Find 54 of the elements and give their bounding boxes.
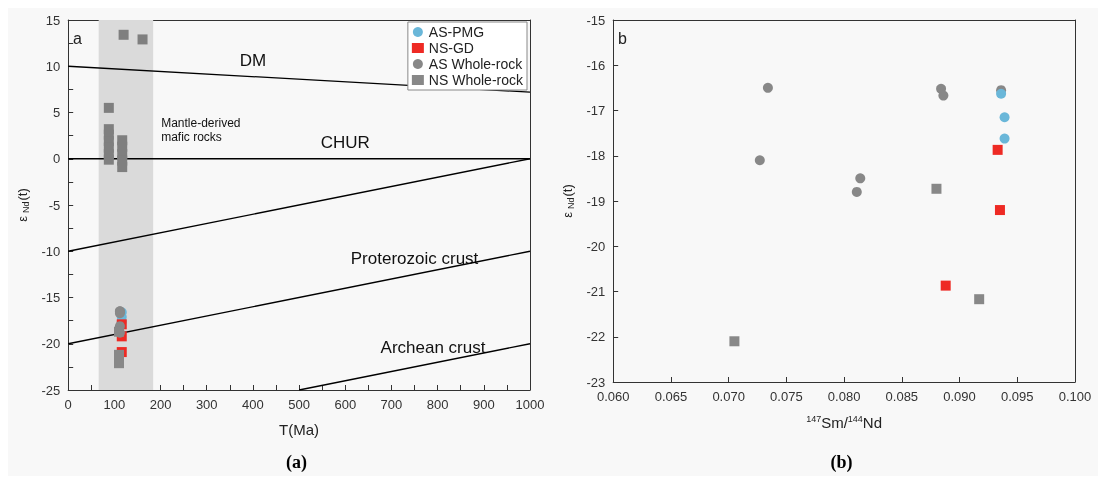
x-tick-label: 0.085 — [885, 389, 919, 404]
y-tick-label: -19 — [586, 193, 606, 209]
annotation: b — [618, 29, 627, 47]
series-label: Archean crust — [380, 337, 486, 357]
x-tick-label: 500 — [288, 397, 310, 412]
x-tick-label: 0.060 — [596, 389, 630, 404]
x-tick-label: 600 — [334, 397, 357, 412]
series-label: DM — [239, 51, 267, 71]
x-tick-label: 400 — [242, 397, 264, 412]
y-tick-label: -20 — [586, 238, 606, 254]
y-tick-label: -22 — [586, 329, 606, 345]
x-tick-label: 0.100 — [1058, 389, 1092, 404]
y-tick-label: -15 — [41, 290, 61, 305]
y-tick-label: -18 — [586, 148, 606, 164]
x-tick-label: 0.075 — [770, 389, 803, 404]
x-tick-label: 100 — [103, 397, 126, 412]
y-tick-label: -15 — [586, 12, 606, 28]
band-label: Mantle-derived mafic rocks — [161, 116, 241, 145]
y-tick-label: -17 — [586, 103, 606, 118]
y-tick-label: -5 — [48, 197, 61, 213]
legend-label: NS Whole-rock — [428, 72, 524, 88]
y-axis-title: εNd(t) — [15, 188, 31, 222]
x-axis-title: T(Ma) — [279, 421, 320, 438]
y-tick-label: 15 — [45, 12, 61, 28]
x-tick-label: 0.095 — [1001, 389, 1034, 404]
y-tick-label: -21 — [586, 284, 606, 299]
x-tick-label: 0.070 — [712, 389, 745, 404]
legend-label: NS-GD — [428, 40, 474, 56]
y-tick-label: -25 — [41, 382, 61, 398]
x-tick-label: 900 — [472, 397, 495, 412]
legend-label: AS Whole-rock — [428, 56, 524, 72]
x-tick-label: 0 — [64, 397, 72, 412]
x-tick-label: 0.065 — [654, 389, 688, 404]
y-tick-label: -23 — [586, 374, 606, 390]
series-label: CHUR — [320, 133, 370, 153]
x-tick-label: 200 — [149, 397, 172, 412]
x-tick-label: 300 — [195, 397, 218, 412]
text: (a) — [286, 452, 307, 473]
legend-label: AS-PMG — [428, 24, 485, 40]
x-tick-label: 1000 — [515, 397, 545, 412]
x-tick-label: 700 — [380, 397, 403, 412]
y-tick-label: 5 — [52, 105, 61, 120]
x-tick-label: 800 — [426, 397, 449, 412]
y-tick-label: 10 — [45, 58, 61, 74]
y-axis-title: εNd(t) — [560, 184, 576, 218]
y-tick-label: 0 — [52, 151, 61, 167]
x-tick-label: 0.090 — [943, 389, 976, 404]
annotation: a — [73, 29, 82, 47]
y-tick-label: -10 — [41, 243, 61, 259]
series-label: Proterozoic crust — [350, 248, 479, 268]
x-tick-label: 0.080 — [827, 389, 861, 404]
y-tick-label: -20 — [41, 336, 61, 352]
y-tick-label: -16 — [586, 57, 606, 73]
text: (b) — [830, 452, 853, 473]
